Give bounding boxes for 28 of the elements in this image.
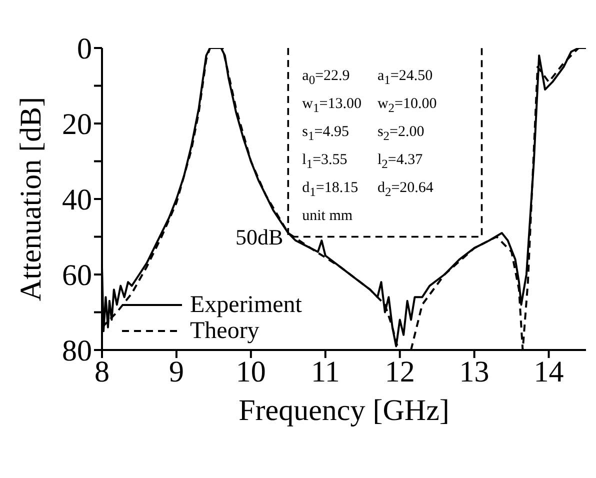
x-tick-label: 10 <box>236 355 266 388</box>
x-tick-label: 12 <box>384 355 415 388</box>
annotation: w$_{1}$=13.00 <box>302 96 362 116</box>
x-axis-title: Frequency [GHz] <box>238 394 450 427</box>
annotation: l$_{2}$=4.37 <box>377 152 424 172</box>
annotation: 50dB <box>235 224 284 250</box>
x-tick-label: 13 <box>459 355 490 388</box>
legend-label: Theory <box>190 318 260 344</box>
y-tick-label: 0 <box>77 32 92 66</box>
x-tick-label: 8 <box>94 355 110 388</box>
y-tick-label: 60 <box>62 259 92 292</box>
annotation: s$_{2}$=2.00 <box>377 124 426 144</box>
annotation: w$_{2}$=10.00 <box>377 96 437 116</box>
x-tick-label: 11 <box>310 355 340 388</box>
annotation: d$_{2}$=20.64 <box>377 180 434 200</box>
y-tick-label: 80 <box>62 334 92 368</box>
annotation: a$_{0}$=22.9 <box>302 68 351 88</box>
y-tick-label: 20 <box>62 108 92 142</box>
annotation: s$_{1}$=4.95 <box>302 124 350 144</box>
annotation: l$_{1}$=3.55 <box>302 152 348 172</box>
y-axis-title: Attenuation [dB] <box>14 96 48 302</box>
y-tick-label: 40 <box>62 184 92 217</box>
x-tick-label: 14 <box>534 355 564 388</box>
annotation: unit mm <box>302 208 354 225</box>
annotation: d$_{1}$=18.15 <box>302 180 360 200</box>
x-tick-label: 9 <box>168 355 184 388</box>
legend-label: Experiment <box>190 292 302 318</box>
annotation: a$_{1}$=24.50 <box>377 68 434 88</box>
